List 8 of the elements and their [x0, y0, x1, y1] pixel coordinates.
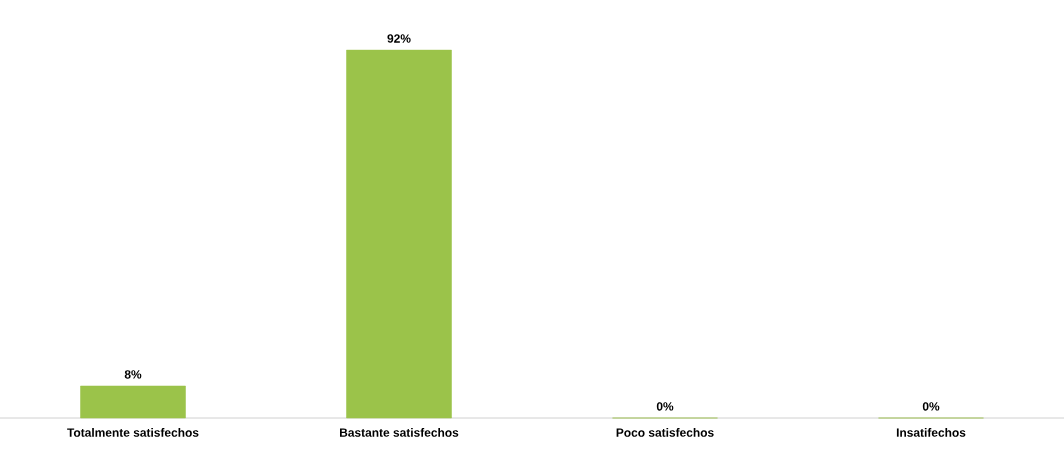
x-tick-label: Totalmente satisfechos — [67, 428, 199, 437]
x-tick-label: Poco satisfechos — [616, 428, 714, 437]
data-label: 0% — [922, 402, 940, 411]
data-label: 0% — [656, 402, 674, 411]
data-label: 8% — [124, 370, 142, 379]
x-tick-label: Bastante satisfechos — [339, 428, 459, 437]
x-tick-label: Insatifechos — [896, 428, 966, 437]
data-label: 92% — [387, 34, 411, 43]
